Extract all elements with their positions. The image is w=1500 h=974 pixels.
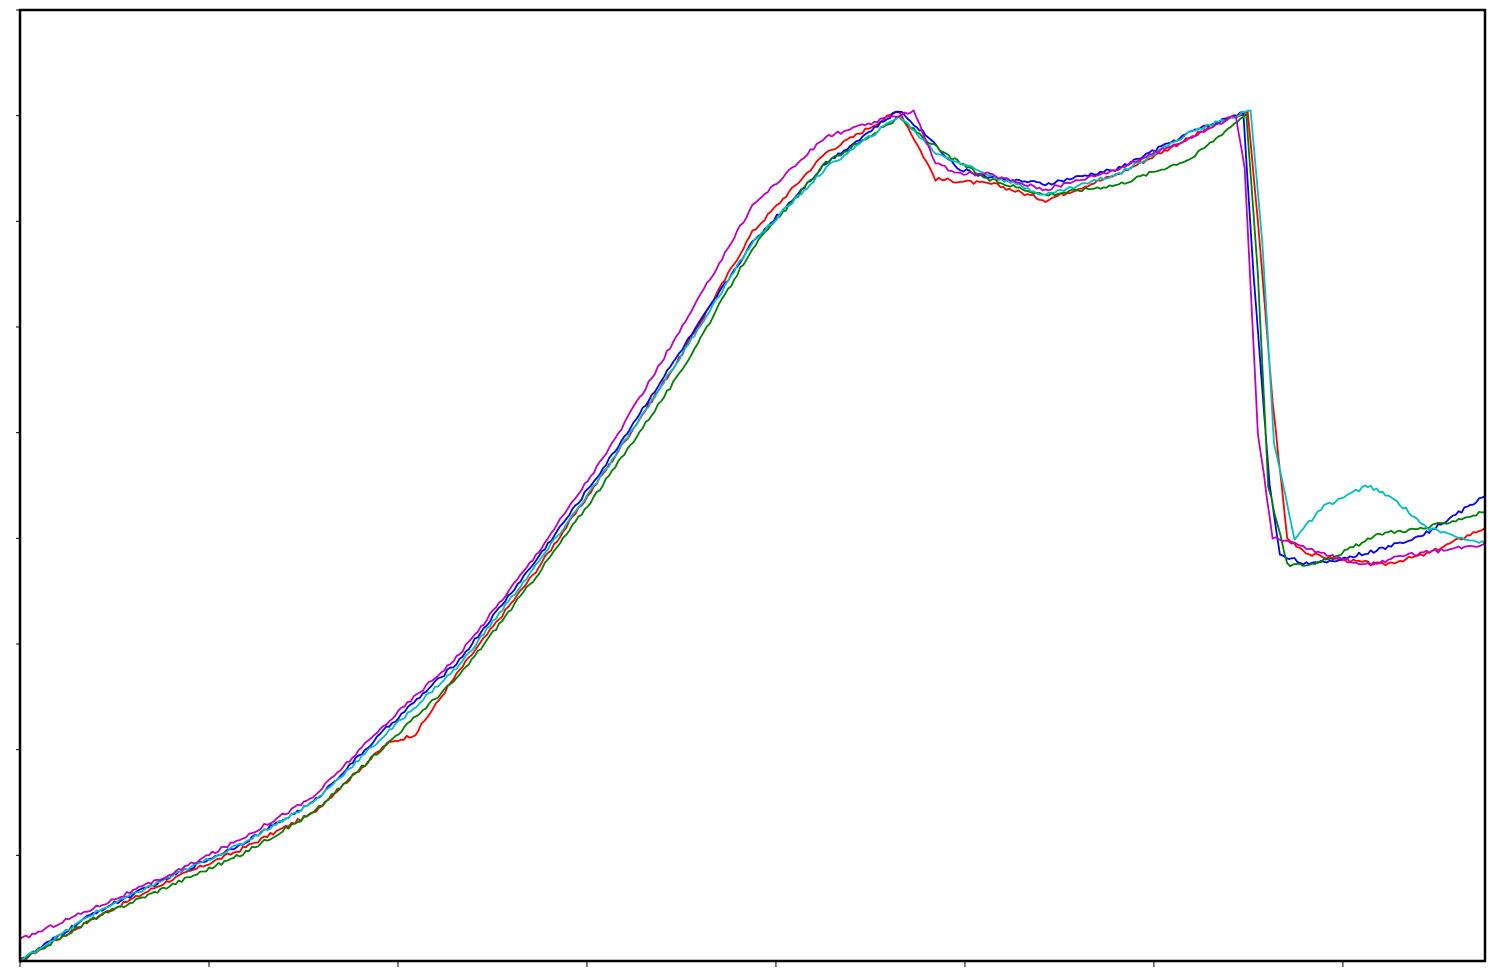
series-layer xyxy=(19,109,1486,964)
series-line-2 xyxy=(19,110,1486,964)
y-axis-ticks xyxy=(16,9,20,856)
x-axis-ticks xyxy=(19,961,1344,967)
series-line-3 xyxy=(19,112,1486,963)
series-line-5 xyxy=(19,109,1486,940)
series-line-1 xyxy=(19,111,1486,961)
series-line-4 xyxy=(19,109,1486,962)
plot-frame xyxy=(18,8,1487,963)
